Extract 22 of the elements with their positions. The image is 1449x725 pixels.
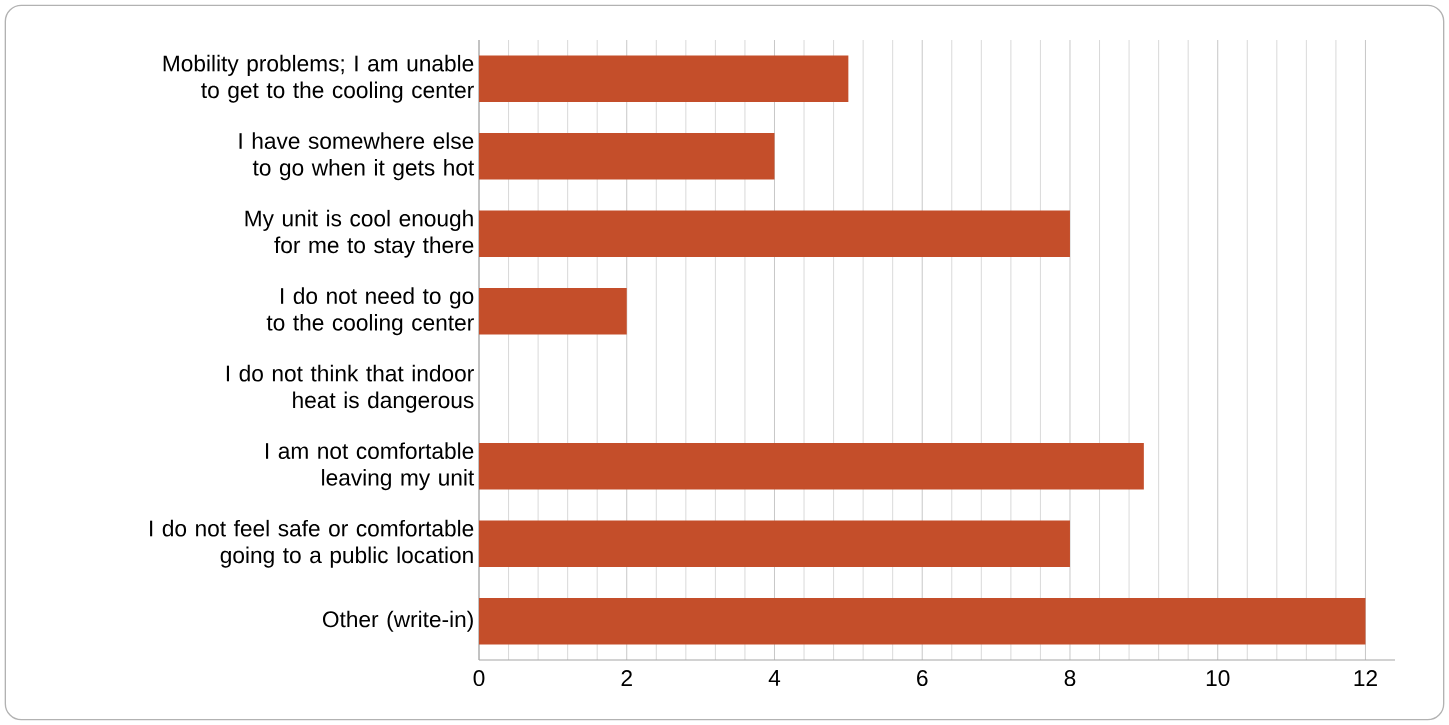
- bar: [479, 133, 775, 180]
- y-tick-label: I do not think that indoor heat is dangerous: [226, 364, 474, 413]
- bar: [479, 443, 1144, 490]
- x-tick-label: 10: [1206, 670, 1230, 687]
- x-tick-label: 0: [473, 670, 485, 687]
- y-tick-label: I do not need to go to the cooling center: [266, 287, 474, 336]
- x-tick-label: 6: [917, 670, 928, 687]
- x-tick-label: 4: [768, 670, 781, 686]
- y-tick-label: Other (write-in): [322, 610, 473, 632]
- x-tick-label: 12: [1354, 670, 1377, 686]
- bar: [479, 598, 1366, 645]
- y-tick-label: I do not feel safe or comfortable going to a public location: [150, 519, 474, 568]
- y-tick-label: I am not comfortable leaving my unit: [266, 442, 475, 491]
- y-tick-label: I have somewhere else to go when it gets hot: [239, 132, 475, 181]
- y-tick-label: My unit is cool enough for me to stay there: [245, 209, 474, 258]
- x-tick-label: 8: [1064, 670, 1076, 687]
- y-tick-label: Mobility problems; I am unable to get to the cooling center: [163, 54, 474, 103]
- bar: [479, 55, 849, 103]
- bar: [479, 520, 1070, 568]
- x-tick-label: 2: [621, 670, 632, 686]
- bar: [479, 210, 1070, 258]
- bar: [479, 288, 627, 335]
